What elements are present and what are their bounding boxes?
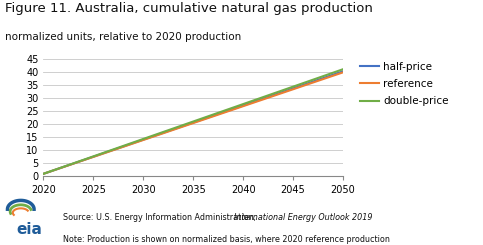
Legend: half-price, reference, double-price: half-price, reference, double-price (360, 62, 449, 106)
Text: International Energy Outlook 2019: International Energy Outlook 2019 (234, 213, 373, 222)
Text: eia: eia (16, 221, 43, 237)
Text: Figure 11. Australia, cumulative natural gas production: Figure 11. Australia, cumulative natural… (5, 2, 373, 15)
Text: normalized units, relative to 2020 production: normalized units, relative to 2020 produ… (5, 32, 241, 42)
Text: Source: U.S. Energy Information Administration,: Source: U.S. Energy Information Administ… (63, 213, 258, 222)
Text: Note: Production is shown on normalized basis, where 2020 reference production: Note: Production is shown on normalized … (63, 235, 390, 244)
